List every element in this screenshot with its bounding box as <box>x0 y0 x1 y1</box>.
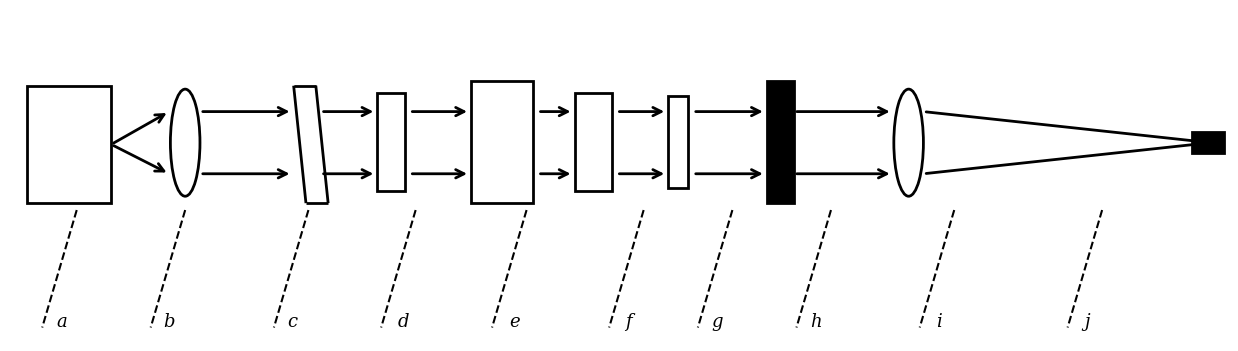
Text: i: i <box>937 313 942 331</box>
Text: a: a <box>57 313 67 331</box>
Text: e: e <box>509 313 520 331</box>
Text: f: f <box>625 313 633 331</box>
FancyBboxPatch shape <box>472 80 532 203</box>
Text: g: g <box>712 313 723 331</box>
FancyBboxPatch shape <box>1192 132 1224 153</box>
Text: j: j <box>1084 313 1091 331</box>
FancyBboxPatch shape <box>574 93 612 191</box>
Text: c: c <box>287 313 297 331</box>
FancyBboxPatch shape <box>27 86 111 203</box>
Text: d: d <box>397 313 409 331</box>
Text: b: b <box>163 313 175 331</box>
FancyBboxPatch shape <box>378 93 405 191</box>
FancyBboxPatch shape <box>766 80 794 203</box>
Text: h: h <box>811 313 822 331</box>
FancyBboxPatch shape <box>669 96 688 187</box>
